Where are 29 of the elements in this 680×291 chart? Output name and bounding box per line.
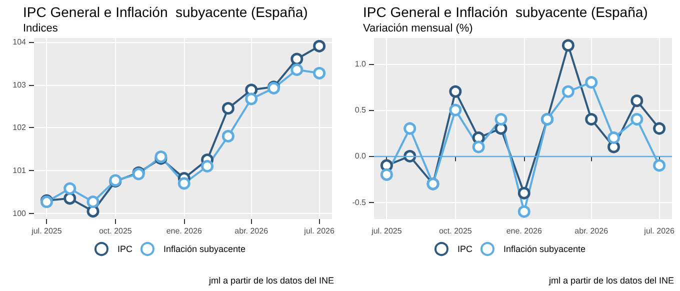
- chart-subtitle: Variación mensual (%): [363, 22, 473, 34]
- x-tick-label: abr. 2026: [234, 226, 269, 236]
- legend-label: IPC: [457, 244, 473, 254]
- y-tick-label: 0.0: [354, 152, 367, 161]
- text: jml a partir de los datos del INE: [548, 276, 674, 286]
- x-tick-label: jul. 2026: [303, 226, 335, 236]
- text: jml a partir de los datos del INE: [208, 276, 334, 286]
- legend-label: Inflación subyacente: [503, 244, 586, 254]
- x-tick-label: jul. 2026: [643, 226, 675, 236]
- y-tick-label: 1.0: [354, 59, 367, 68]
- y-tick-label: 0.5: [354, 106, 367, 115]
- legend-label: IPC: [117, 244, 133, 254]
- y-tick-label: 100: [12, 208, 27, 218]
- y-tick-label: 103: [12, 80, 27, 90]
- y-tick-label: 104: [12, 37, 27, 46]
- legend-label: Inflación subyacente: [163, 244, 246, 254]
- x-tick-label: oct. 2025: [98, 226, 132, 236]
- x-tick-label: ene. 2026: [166, 226, 202, 236]
- x-tick-label: ene. 2026: [506, 226, 542, 236]
- chart-subtitle: Indices: [23, 22, 58, 34]
- y-tick-label: 101: [12, 166, 27, 176]
- x-tick-label: abr. 2026: [574, 226, 609, 236]
- chart-title: IPC General e Inflación subyacente (España): [23, 4, 308, 20]
- y-tick-label: 102: [12, 123, 27, 132]
- x-tick-label: jul. 2025: [30, 226, 62, 236]
- x-tick-label: jul. 2025: [370, 226, 402, 236]
- y-tick-label: -0.5: [352, 198, 367, 207]
- chart-title: IPC General e Inflación subyacente (España): [363, 4, 648, 20]
- x-tick-label: oct. 2025: [438, 226, 472, 236]
